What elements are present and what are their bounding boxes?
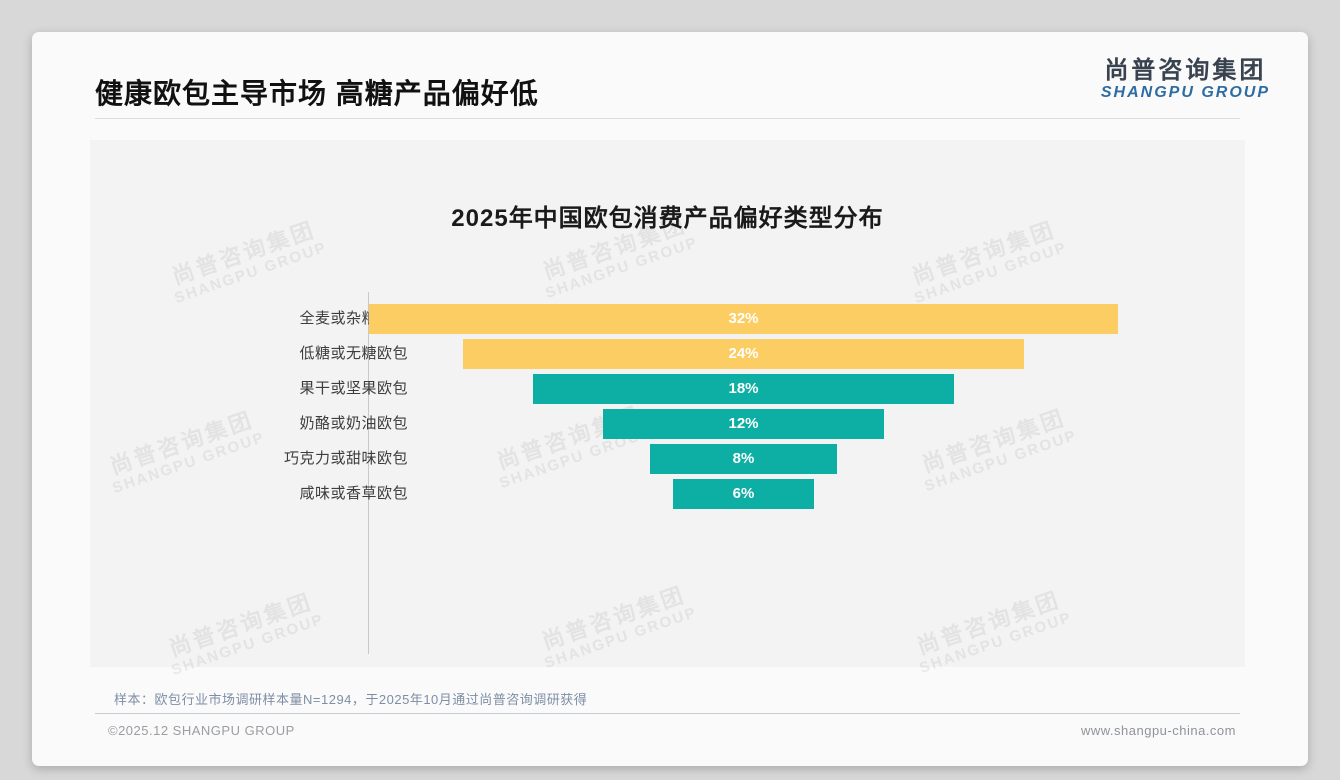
page-title: 健康欧包主导市场 高糖产品偏好低 — [95, 78, 539, 109]
bar-value-label: 6% — [732, 485, 755, 502]
footer-copyright: ©2025.12 SHANGPU GROUP — [108, 723, 295, 738]
footer-website-url: www.shangpu-china.com — [1080, 723, 1236, 738]
sample-note: 样本：欧包行业市场调研样本量N=1294，于2025年10月通过尚普咨询调研获得 — [114, 692, 588, 707]
bar-value-label: 18% — [728, 380, 759, 397]
funnel-bar: 8% — [649, 444, 838, 474]
chart-row: 低糖或无糖欧包 24% — [90, 339, 1245, 369]
chart-panel: 尚普咨询集团 SHANGPU GROUP 尚普咨询集团 SHANGPU GROUP 尚普… — [90, 140, 1245, 679]
category-label: 奶酪或奶油欧包 — [299, 415, 408, 432]
footer-divider — [95, 713, 1240, 714]
bar-value-label: 24% — [728, 345, 759, 362]
bar-value-label: 32% — [728, 310, 759, 327]
chart-row: 巧克力或甜味欧包 8% — [90, 444, 1245, 474]
header-divider — [95, 118, 1240, 119]
chart-row: 咸味或香草欧包 6% — [90, 479, 1245, 509]
funnel-bar: 12% — [603, 409, 884, 439]
company-logo: 尚普咨询集团 SHANGPU GROUP — [1101, 58, 1270, 102]
category-label: 果干或坚果欧包 — [299, 380, 408, 397]
company-logo-cn: 尚普咨询集团 — [1104, 57, 1267, 84]
bar-value-label: 8% — [732, 450, 755, 467]
chart-row: 奶酪或奶油欧包 12% — [90, 409, 1245, 439]
chart-row: 果干或坚果欧包 18% — [90, 374, 1245, 404]
bar-value-label: 12% — [728, 415, 759, 432]
funnel-bar: 18% — [532, 374, 955, 404]
category-label: 咸味或香草欧包 — [299, 485, 408, 502]
chart-rows: 全麦或杂粮欧包 32% 低糖或无糖欧包 24% 果干或坚果欧包 18% 奶酪或奶油欧包 12%… — [90, 140, 1245, 667]
y-axis-line — [368, 292, 369, 654]
category-label: 巧克力或甜味欧包 — [283, 450, 408, 467]
category-label: 低糖或无糖欧包 — [299, 345, 408, 362]
funnel-bar: 24% — [462, 339, 1025, 369]
funnel-bar: 6% — [673, 479, 814, 509]
funnel-bar: 32% — [369, 304, 1118, 334]
chart-row: 全麦或杂粮欧包 32% — [90, 304, 1245, 334]
chart-title: 2025年中国欧包消费产品偏好类型分布 — [451, 205, 884, 232]
company-logo-en: SHANGPU GROUP — [1100, 84, 1270, 101]
slide-card: 健康欧包主导市场 高糖产品偏好低 尚普咨询集团 SHANGPU GROUP 尚普… — [32, 32, 1308, 766]
